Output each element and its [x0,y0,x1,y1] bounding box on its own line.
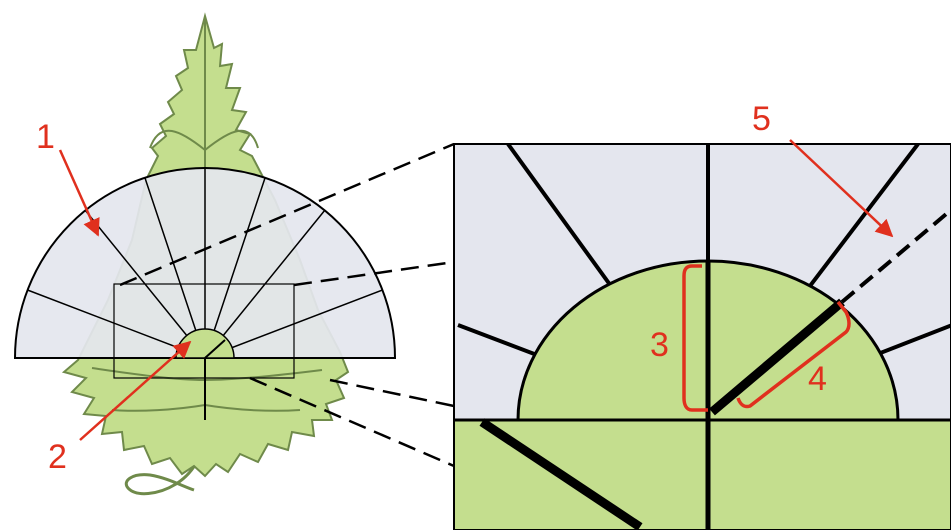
bracket-3 [682,264,708,412]
label-3: 3 [650,326,669,364]
inset-border [453,143,951,530]
bracket-4 [736,300,851,409]
petiole-line [204,339,226,359]
zoom-frame [113,283,295,379]
label-1: 1 [36,118,55,156]
label-2: 2 [48,438,67,476]
label-4: 4 [808,360,827,398]
arrow-2 [79,340,192,441]
arrow-5 [789,139,894,238]
zoom-connector-lines [119,142,455,468]
leaf-with-protractor [13,12,397,496]
arrow-1 [58,149,100,237]
inset-leaf-area [454,420,951,530]
inset-leaf-edge-line [479,418,643,530]
label-5: 5 [752,100,771,138]
inset-petiole-line [709,298,845,416]
annotations: 1 2 3 4 5 [36,100,894,476]
magnified-inset [453,143,951,530]
